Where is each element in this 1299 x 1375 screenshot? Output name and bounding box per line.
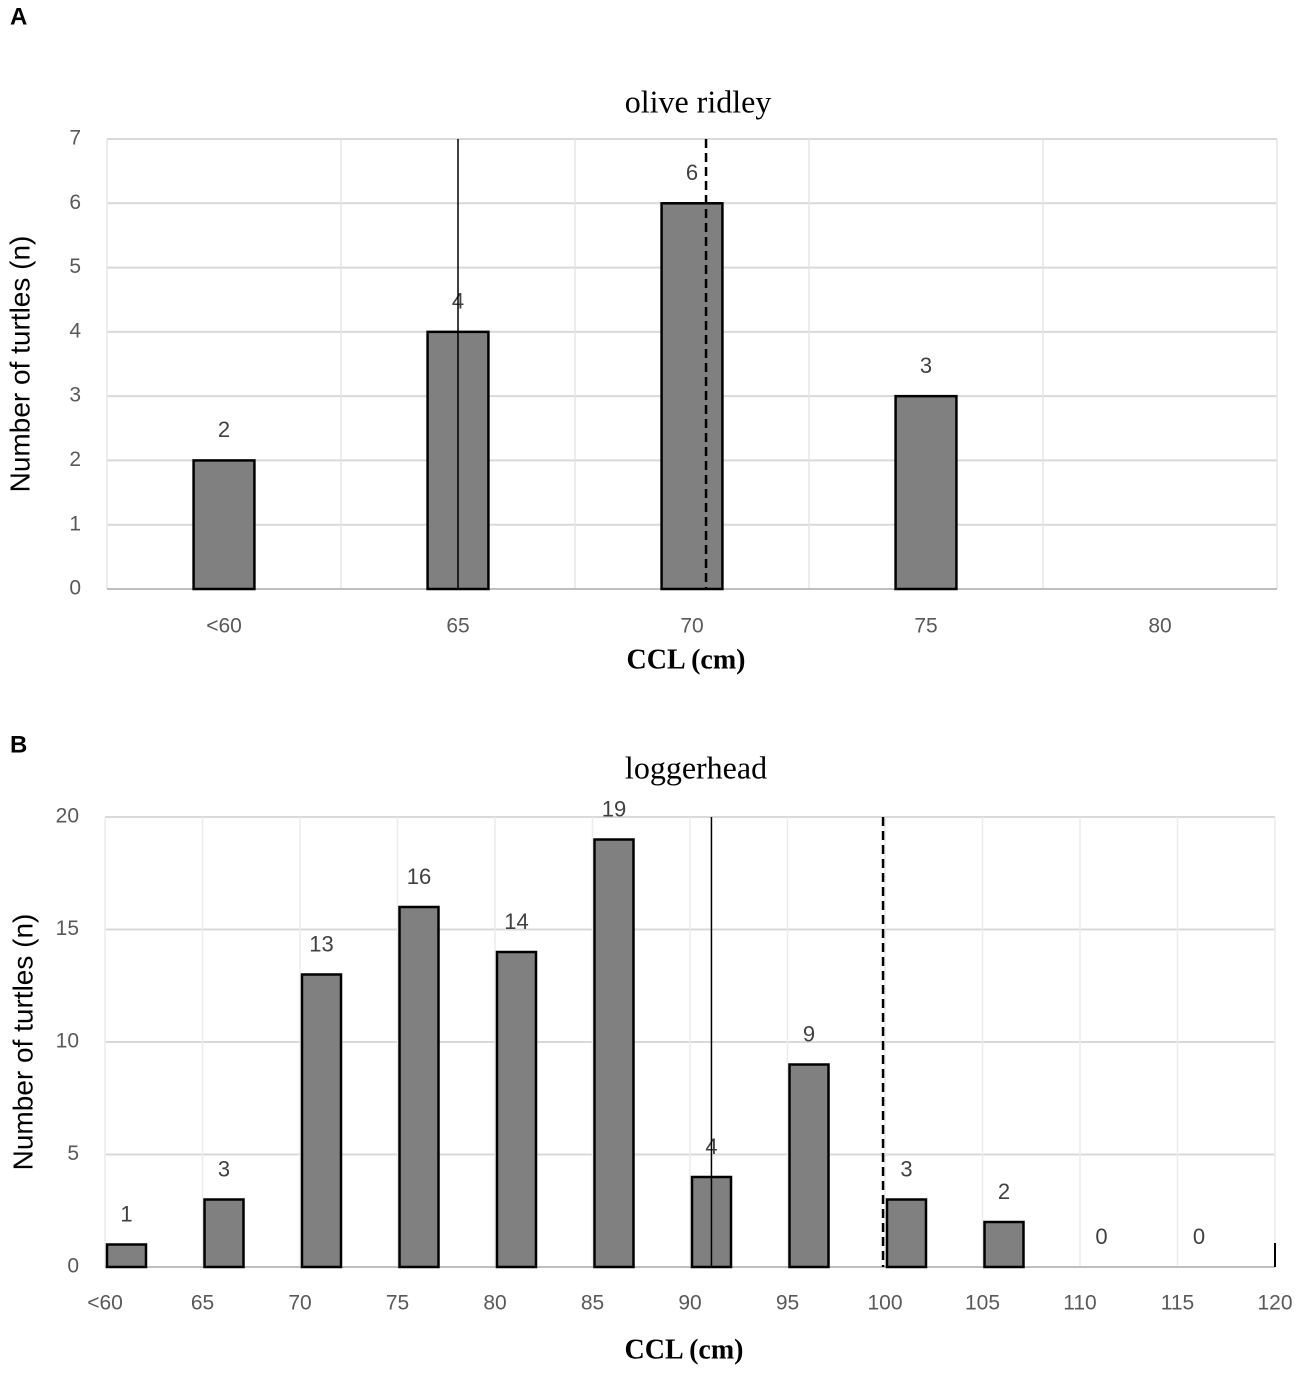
y-tick-label: 15 bbox=[56, 917, 79, 940]
y-axis-label: Number of turtles (n) bbox=[7, 914, 38, 1171]
x-tick-label: 95 bbox=[776, 1292, 799, 1315]
x-tick-label: <60 bbox=[206, 615, 242, 638]
y-tick-label: 10 bbox=[56, 1030, 79, 1053]
value-label: 0 bbox=[1193, 1224, 1205, 1249]
bar bbox=[398, 905, 440, 1269]
chart-title: olive ridley bbox=[625, 83, 772, 119]
x-tick-label: 100 bbox=[867, 1292, 902, 1315]
value-label: 6 bbox=[686, 160, 698, 185]
value-label: 3 bbox=[920, 353, 932, 378]
value-label: 13 bbox=[309, 931, 333, 956]
x-tick-label: 75 bbox=[914, 615, 937, 638]
x-tick-label: 120 bbox=[1257, 1292, 1292, 1315]
bar bbox=[894, 394, 958, 591]
value-label: 16 bbox=[407, 864, 431, 889]
value-label: 1 bbox=[120, 1201, 132, 1226]
y-tick-label: 4 bbox=[69, 319, 81, 342]
x-axis-label: CCL (cm) bbox=[627, 644, 746, 675]
value-label: 9 bbox=[803, 1021, 815, 1046]
x-tick-label: 105 bbox=[965, 1292, 1000, 1315]
bar bbox=[885, 1198, 928, 1269]
x-tick-label: 65 bbox=[446, 615, 469, 638]
y-tick-label: 0 bbox=[67, 1255, 79, 1278]
bar bbox=[300, 973, 343, 1269]
y-tick-label: 5 bbox=[69, 255, 81, 278]
value-label: 3 bbox=[900, 1156, 912, 1181]
x-tick-label: <60 bbox=[87, 1292, 123, 1315]
y-tick-label: 0 bbox=[69, 577, 81, 600]
value-label: 2 bbox=[218, 417, 230, 442]
x-tick-label: 110 bbox=[1063, 1292, 1096, 1315]
value-label: 19 bbox=[602, 796, 626, 821]
y-tick-label: 20 bbox=[56, 805, 79, 828]
x-tick-label: 65 bbox=[191, 1292, 214, 1315]
x-tick-label: 70 bbox=[680, 615, 703, 638]
x-tick-label: 90 bbox=[678, 1292, 701, 1315]
panel-label: A bbox=[10, 3, 27, 30]
bar bbox=[495, 950, 538, 1269]
value-label: 0 bbox=[1095, 1224, 1107, 1249]
y-axis-label: Number of turtles (n) bbox=[4, 236, 35, 493]
bar bbox=[593, 838, 635, 1269]
value-label: 2 bbox=[998, 1179, 1010, 1204]
y-tick-label: 6 bbox=[69, 191, 81, 214]
y-tick-label: 2 bbox=[69, 448, 81, 471]
y-tick-label: 5 bbox=[67, 1142, 79, 1165]
y-tick-label: 3 bbox=[69, 384, 81, 407]
bar bbox=[660, 202, 724, 591]
x-tick-label: 115 bbox=[1161, 1292, 1194, 1315]
bar bbox=[105, 1243, 148, 1269]
x-axis-label: CCL (cm) bbox=[625, 1334, 744, 1365]
bar bbox=[983, 1220, 1025, 1269]
x-tick-label: 75 bbox=[386, 1292, 409, 1315]
x-tick-label: 70 bbox=[288, 1292, 311, 1315]
bar bbox=[788, 1063, 830, 1269]
bar bbox=[203, 1198, 245, 1269]
chart-title: loggerhead bbox=[625, 749, 767, 785]
y-tick-label: 1 bbox=[69, 512, 81, 535]
panel-label: B bbox=[10, 731, 27, 758]
y-tick-label: 7 bbox=[69, 127, 81, 150]
x-tick-label: 85 bbox=[581, 1292, 604, 1315]
value-label: 3 bbox=[218, 1156, 230, 1181]
x-tick-label: 80 bbox=[1148, 615, 1171, 638]
value-label: 14 bbox=[504, 909, 528, 934]
bar bbox=[192, 459, 256, 591]
x-tick-label: 80 bbox=[483, 1292, 506, 1315]
